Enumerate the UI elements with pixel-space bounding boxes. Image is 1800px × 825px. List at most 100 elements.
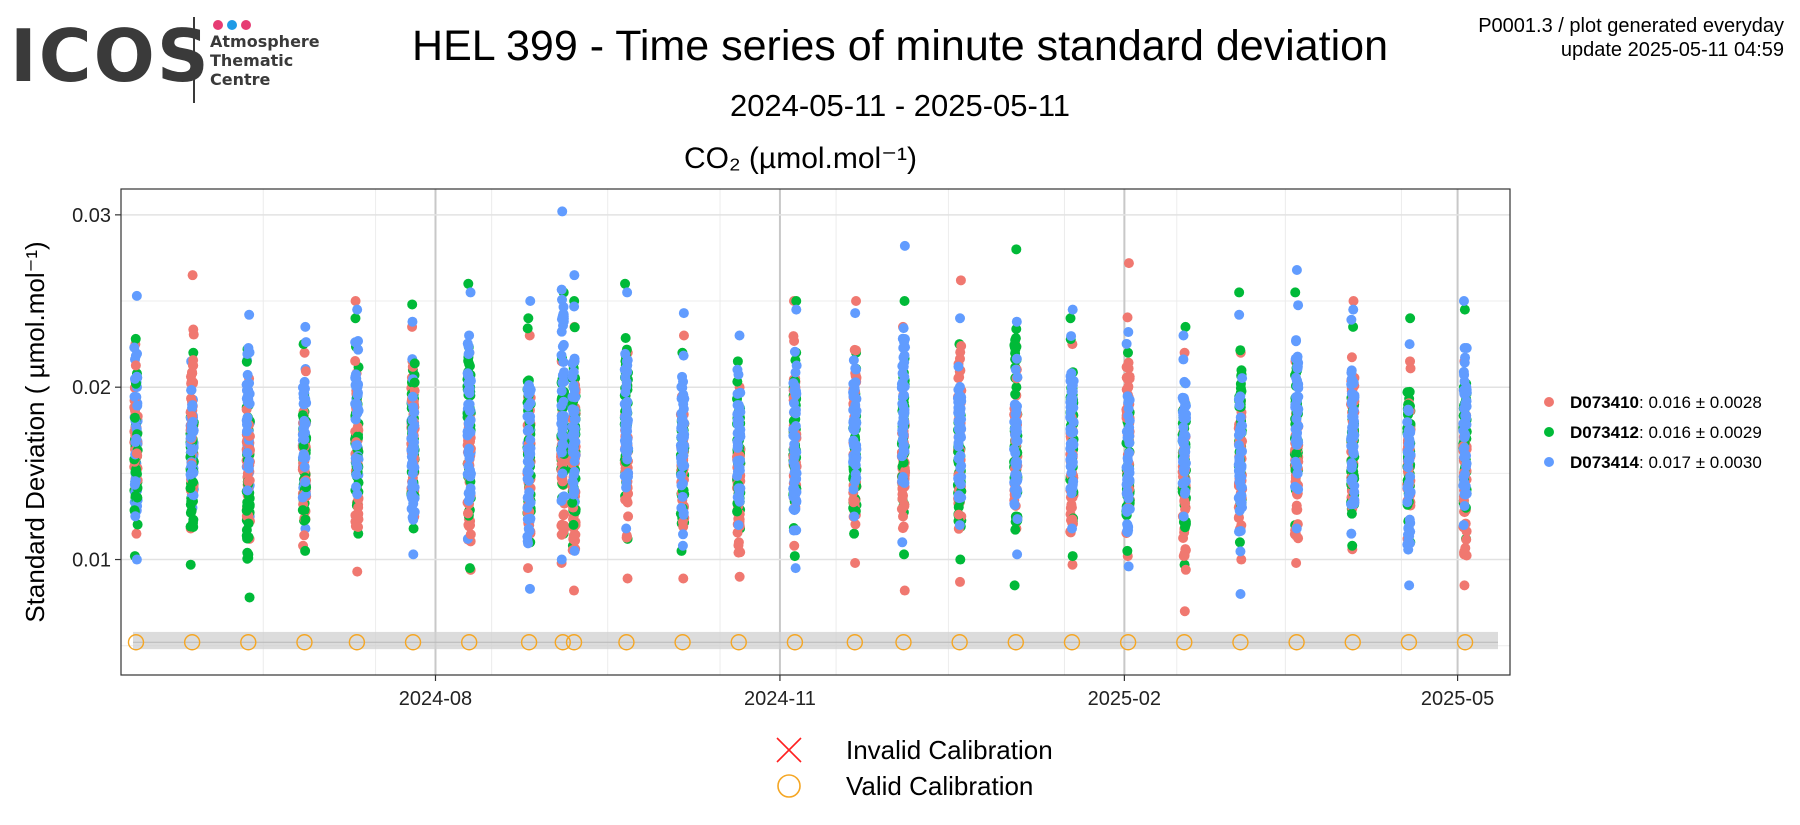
data-point-D073410 (1180, 498, 1191, 509)
data-point-D073412 (242, 548, 253, 559)
valid-calibration-marker (730, 634, 747, 651)
data-point-D073412 (1010, 524, 1021, 535)
data-point-D073414 (525, 384, 536, 395)
data-point-D073414 (130, 511, 141, 522)
data-point-D073414 (300, 321, 311, 332)
logo-line-2: Thematic (210, 51, 294, 70)
data-point-D073410 (850, 557, 861, 568)
data-point-D073412 (132, 519, 143, 530)
data-point-D073414 (352, 489, 363, 500)
data-point-D073410 (1180, 564, 1191, 575)
data-point-D073412 (187, 521, 198, 532)
data-point-D073414 (465, 287, 476, 298)
data-point-D073414 (1178, 393, 1189, 404)
data-point-D073414 (522, 514, 533, 525)
data-point-D073414 (1348, 432, 1359, 443)
data-point-D073414 (186, 385, 197, 396)
data-point-D073410 (1291, 557, 1302, 568)
legend-key-D073410 (1544, 397, 1554, 407)
data-point-D073414 (525, 411, 536, 422)
data-point-D073414 (1123, 493, 1134, 504)
data-point-D073410 (1236, 554, 1247, 565)
data-point-D073410 (568, 585, 579, 596)
data-point-D073414 (556, 447, 567, 458)
data-point-D073410 (462, 508, 473, 519)
valid-calibration-marker (460, 634, 478, 651)
data-point-D073410 (1066, 502, 1077, 513)
valid-calibration-marker (348, 634, 366, 651)
data-point-D073414 (1460, 400, 1471, 411)
data-point-D073414 (1178, 454, 1189, 465)
data-point-D073412 (1235, 345, 1246, 356)
data-point-D073414 (1122, 503, 1133, 514)
data-point-D073410 (1348, 296, 1359, 307)
data-point-D073410 (623, 511, 634, 522)
data-point-D073414 (621, 362, 632, 373)
data-point-D073414 (407, 477, 418, 488)
data-point-D073414 (525, 434, 536, 445)
data-point-D073414 (1461, 458, 1472, 469)
data-point-D073414 (1180, 462, 1191, 473)
data-point-D073412 (185, 483, 196, 494)
data-point-D073414 (556, 350, 567, 361)
data-point-D073414 (570, 436, 581, 447)
data-point-D073412 (1459, 304, 1470, 315)
data-point-D073414 (1124, 463, 1135, 474)
data-point-D073414 (1292, 351, 1303, 362)
data-point-D073414 (353, 335, 364, 346)
data-point-D073410 (735, 547, 746, 558)
data-point-D073414 (1179, 376, 1190, 387)
data-point-D073414 (1122, 486, 1133, 497)
data-point-D073414 (1348, 304, 1359, 315)
data-point-D073414 (131, 290, 142, 301)
data-point-D073414 (1011, 407, 1022, 418)
data-point-D073414 (1235, 477, 1246, 488)
data-point-D073414 (789, 385, 800, 396)
data-point-D073414 (897, 368, 908, 379)
data-point-D073414 (408, 514, 419, 525)
valid-calibration-marker (554, 634, 571, 651)
data-point-D073414 (569, 466, 580, 477)
data-point-D073414 (1237, 446, 1248, 457)
data-point-D073414 (850, 476, 861, 487)
data-point-D073410 (187, 270, 198, 281)
data-point-D073414 (525, 397, 536, 408)
data-point-D073414 (567, 371, 578, 382)
data-point-D073414 (1234, 309, 1245, 320)
data-point-D073410 (1122, 312, 1133, 323)
data-point-D073410 (299, 530, 310, 541)
data-point-D073414 (1458, 296, 1469, 307)
data-point-D073414 (298, 450, 309, 461)
data-point-D073412 (300, 545, 311, 556)
data-point-D073414 (522, 465, 533, 476)
data-point-D073410 (1460, 549, 1471, 560)
data-point-D073414 (1291, 265, 1302, 275)
data-point-D073414 (351, 381, 362, 392)
data-point-D073414 (297, 429, 308, 440)
data-point-D073414 (788, 398, 799, 409)
data-point-D073414 (558, 309, 569, 320)
data-point-D073410 (353, 502, 364, 513)
data-point-D073412 (1009, 580, 1020, 591)
data-point-D073410 (733, 537, 744, 548)
data-point-D073414 (1123, 327, 1134, 338)
data-point-D073414 (462, 430, 473, 441)
calibration-markers (127, 634, 1474, 651)
valid-calibration-marker (1288, 634, 1305, 651)
data-point-D073410 (568, 530, 579, 541)
data-point-D073412 (1291, 448, 1302, 459)
data-point-D073410 (130, 360, 141, 371)
data-point-D073412 (1122, 347, 1133, 358)
data-point-D073414 (1458, 480, 1469, 491)
series-legend: D073410: 0.016 ± 0.0028 D073412: 0.016 ± … (1544, 393, 1762, 472)
data-point-D073414 (848, 484, 859, 495)
data-point-D073414 (1348, 378, 1359, 389)
data-point-D073414 (1067, 304, 1078, 315)
data-point-D073410 (622, 497, 633, 508)
data-point-D073412 (1234, 287, 1245, 298)
data-point-D073414 (1458, 520, 1469, 531)
data-point-D073412 (1065, 313, 1076, 324)
data-point-D073412 (1067, 551, 1078, 562)
data-point-D073414 (409, 420, 420, 431)
data-point-D073414 (569, 270, 580, 281)
